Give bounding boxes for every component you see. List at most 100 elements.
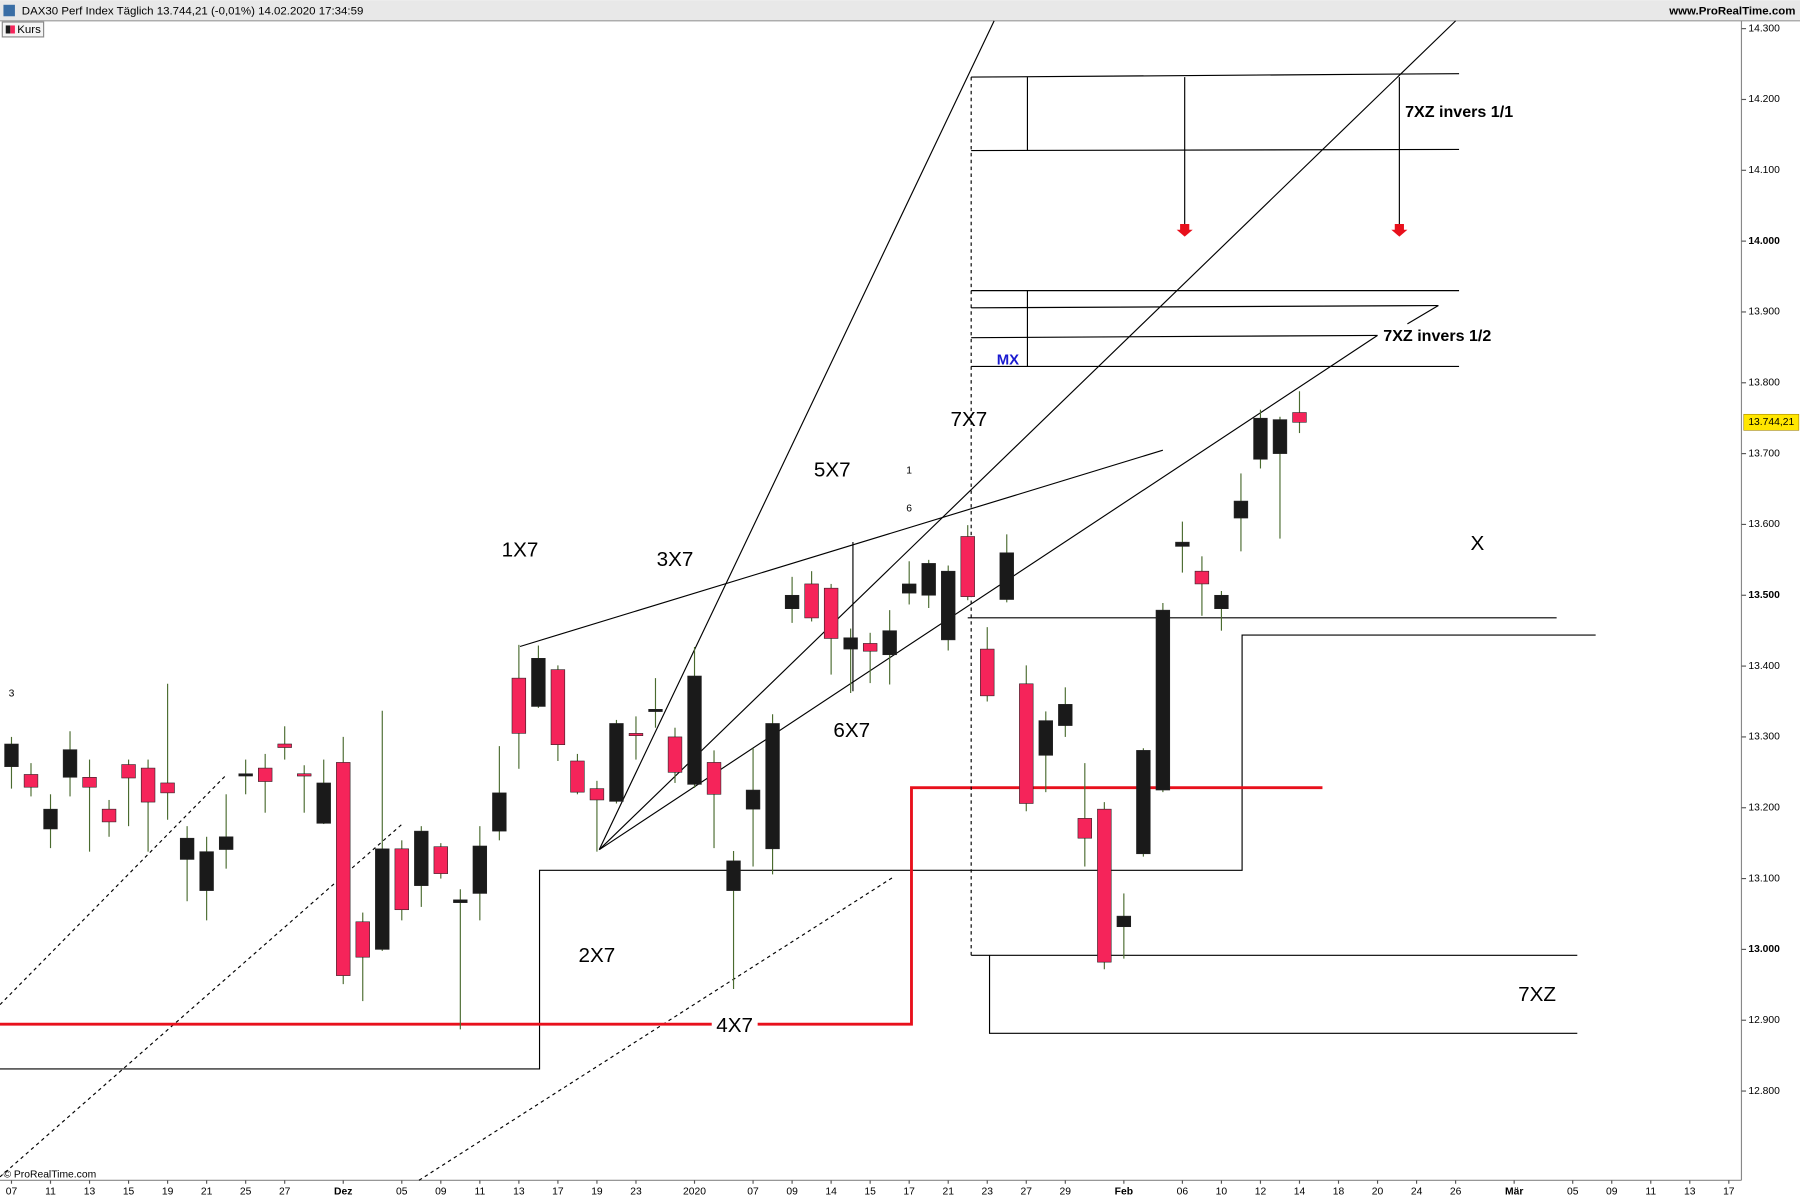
- x-tick-label: 17: [903, 1187, 915, 1198]
- annotation: 7X7: [950, 408, 987, 431]
- header-bar: [0, 0, 1800, 21]
- annotation: 7XZ: [1518, 983, 1556, 1006]
- candle-body: [1077, 818, 1092, 839]
- y-tick-label: 13.900: [1748, 307, 1780, 318]
- source-link[interactable]: www.ProRealTime.com: [1668, 6, 1795, 18]
- annotation: 2X7: [579, 944, 616, 967]
- annotation: 7XZ invers 1/1: [1405, 103, 1513, 121]
- candle-body: [1155, 609, 1171, 791]
- candles: [4, 391, 1307, 1030]
- candle-body: [648, 709, 663, 712]
- x-tick-label: 23: [981, 1187, 993, 1198]
- candle-body: [1292, 412, 1307, 423]
- x-tick-label: Dez: [334, 1187, 352, 1198]
- annotation: 6: [906, 503, 912, 514]
- x-tick-label: 10: [1216, 1187, 1228, 1198]
- x-tick-label: 24: [1411, 1187, 1423, 1198]
- candle-body: [960, 536, 975, 597]
- x-tick-label: 07: [6, 1187, 18, 1198]
- candle-body: [784, 594, 800, 610]
- candle-body: [902, 583, 917, 594]
- y-tick-label: 14.200: [1748, 94, 1780, 105]
- candle-body: [62, 749, 78, 778]
- candle-body: [511, 677, 527, 734]
- candle-body: [121, 764, 136, 779]
- candle-body: [453, 899, 468, 903]
- legend-swatch-up: [5, 25, 11, 34]
- candle-body: [4, 743, 19, 767]
- annotation: MX: [997, 352, 1019, 369]
- x-tick-label: 12: [1255, 1187, 1267, 1198]
- level-line: [971, 304, 1439, 309]
- candle-body: [1097, 808, 1112, 963]
- last-price-label: 13.744,21: [1748, 417, 1794, 428]
- drawings: [0, 20, 1596, 1181]
- dashed-trend: [0, 774, 227, 1006]
- x-tick-label: 09: [435, 1187, 447, 1198]
- candle-body: [375, 848, 390, 950]
- y-tick-label: 13.300: [1748, 732, 1780, 743]
- x-tick-label: 14: [825, 1187, 837, 1198]
- x-tick-label: 23: [630, 1187, 642, 1198]
- candle-body: [726, 860, 741, 891]
- candle-body: [297, 773, 312, 777]
- level-line: [971, 148, 1460, 152]
- candle-body: [258, 767, 273, 782]
- candle-body: [336, 762, 351, 976]
- candle-body: [609, 723, 624, 802]
- x-tick-label: Mär: [1505, 1187, 1523, 1198]
- y-tick-label: 13.600: [1748, 519, 1780, 530]
- x-tick-label: 21: [942, 1187, 954, 1198]
- x-tick-label: 18: [1333, 1187, 1345, 1198]
- annotation: X: [1471, 532, 1485, 555]
- x-tick-label: 13: [513, 1187, 525, 1198]
- candle-body: [980, 648, 995, 697]
- candle-body: [316, 782, 331, 824]
- candle-body: [570, 760, 585, 793]
- x-tick-label: 27: [1021, 1187, 1033, 1198]
- candle-body: [1116, 915, 1132, 928]
- fan-line: [598, 334, 1378, 851]
- candle-body: [745, 789, 761, 810]
- candle-body: [238, 773, 253, 777]
- candle-body: [1194, 570, 1210, 585]
- candle-body: [765, 723, 780, 850]
- x-tick-label: 09: [1606, 1187, 1618, 1198]
- annotation: 1: [906, 466, 912, 477]
- candle-body: [199, 851, 214, 891]
- x-tick-label: 05: [1567, 1187, 1579, 1198]
- app-icon[interactable]: [3, 4, 15, 17]
- candle-body: [1272, 419, 1288, 454]
- x-tick-label: 06: [1177, 1187, 1189, 1198]
- fan-line: [598, 20, 995, 850]
- candle-body: [804, 583, 819, 619]
- candle-body: [472, 845, 488, 894]
- fan-line: [598, 20, 1457, 851]
- y-tick-label: 14.100: [1748, 165, 1780, 176]
- y-tick-label: 13.100: [1748, 873, 1780, 884]
- candle-body: [862, 643, 878, 652]
- legend-swatch-down: [10, 25, 15, 34]
- candle-body: [1214, 594, 1229, 610]
- y-tick-label: 13.000: [1748, 944, 1780, 955]
- annotation: 4X7: [716, 1014, 753, 1037]
- x-tick-label: 2020: [683, 1187, 706, 1198]
- candle-body: [23, 774, 39, 788]
- candle-body: [1058, 704, 1073, 726]
- x-tick-label: 11: [45, 1187, 56, 1198]
- x-tick-label: 09: [786, 1187, 798, 1198]
- legend-label: Kurs: [17, 24, 41, 36]
- chart-title: DAX30 Perf Index Täglich 13.744,21 (-0,0…: [22, 6, 364, 18]
- annotation: 1X7: [502, 539, 539, 562]
- x-tick-label: 13: [1684, 1187, 1696, 1198]
- x-tick-label: 26: [1450, 1187, 1462, 1198]
- x-tick-label: 13: [84, 1187, 96, 1198]
- level-line: [988, 955, 1578, 1034]
- candle-body: [218, 836, 234, 850]
- y-tick-label: 13.200: [1748, 802, 1780, 813]
- annotation: 7XZ invers 1/2: [1383, 327, 1491, 345]
- candle-body: [43, 808, 58, 830]
- candle-body: [843, 637, 858, 650]
